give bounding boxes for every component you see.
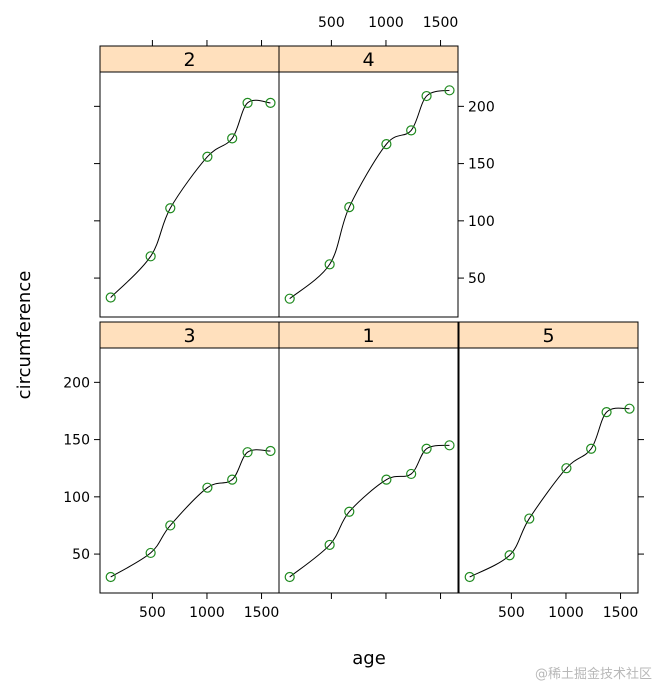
data-point — [524, 513, 535, 524]
data-point — [504, 550, 515, 561]
plot-frame-5 — [458, 347, 639, 594]
smooth-line-3 — [110, 449, 271, 578]
data-point — [444, 85, 455, 96]
y-axis-title: circumference — [14, 271, 35, 400]
strip-label-3: 3 — [183, 325, 195, 347]
data-point — [265, 445, 276, 457]
strip-2 — [99, 45, 280, 73]
data-point — [265, 97, 276, 109]
smooth-line-1 — [289, 444, 450, 578]
x-tick-label: 1500 — [603, 605, 639, 621]
data-point — [406, 125, 417, 136]
y-tick-label: 100 — [63, 490, 90, 506]
y-tick-label: 150 — [63, 433, 90, 449]
data-point — [601, 407, 612, 418]
y-tick-label: 200 — [468, 99, 495, 115]
data-point — [284, 293, 295, 304]
data-point — [145, 251, 156, 262]
strip-3 — [99, 321, 280, 349]
data-point — [242, 97, 253, 109]
y-tick-label: 200 — [63, 375, 90, 391]
smooth-line-2 — [110, 99, 271, 298]
y-tick-label: 50 — [468, 271, 486, 287]
data-point — [421, 443, 432, 454]
y-tick-label: 50 — [72, 547, 90, 563]
data-point — [464, 571, 475, 583]
x-tick-label: 1500 — [423, 15, 459, 31]
strip-label-2: 2 — [183, 49, 195, 71]
plot-frame-2 — [99, 71, 280, 318]
panel-1: 1 — [278, 321, 459, 599]
data-point — [344, 506, 355, 517]
x-tick-label: 500 — [139, 605, 166, 621]
data-point — [227, 474, 238, 485]
y-tick-label: 100 — [468, 214, 495, 230]
strip-label-4: 4 — [362, 49, 374, 71]
data-point — [324, 539, 335, 551]
data-point — [444, 440, 455, 451]
x-tick-label: 1500 — [244, 605, 280, 621]
panel-5: 5 500 1000 1500 — [458, 321, 644, 621]
panel-3: 3 500 1000 1500 50 100 150 200 — [63, 321, 280, 621]
data-point — [105, 292, 116, 303]
smooth-line-4 — [289, 89, 450, 300]
strip-5 — [458, 321, 639, 349]
x-tick-label: 1000 — [368, 15, 404, 31]
watermark-text: @稀土掘金技术社区 — [535, 666, 652, 682]
data-point — [105, 571, 116, 583]
strip-4 — [278, 45, 459, 73]
data-point — [165, 520, 176, 531]
data-point — [227, 133, 238, 144]
data-point — [624, 403, 635, 414]
data-point — [202, 151, 213, 162]
data-point — [406, 468, 417, 480]
plot-frame-4 — [278, 71, 459, 318]
data-point — [242, 447, 253, 458]
x-tick-label: 1000 — [548, 605, 584, 621]
data-point — [202, 482, 213, 493]
panel-4: 4 500 1000 1500 50 100 150 200 — [278, 15, 495, 318]
plot-frame-1 — [278, 347, 459, 594]
data-point — [284, 571, 295, 583]
strip-label-5: 5 — [542, 325, 554, 347]
data-point — [561, 463, 572, 474]
x-tick-label: 500 — [318, 15, 345, 31]
y-tick-label: 150 — [468, 157, 495, 173]
data-point — [586, 443, 597, 454]
panel-2: 2 — [94, 40, 280, 318]
data-point — [381, 474, 392, 485]
plot-frame-3 — [99, 347, 280, 594]
x-tick-label: 1000 — [189, 605, 225, 621]
data-point — [344, 201, 355, 213]
data-point — [145, 547, 156, 559]
data-point — [421, 90, 432, 102]
data-point — [324, 259, 335, 270]
smooth-line-5 — [469, 407, 630, 578]
strip-label-1: 1 — [362, 325, 374, 347]
data-point — [165, 203, 176, 214]
x-axis-title: age — [352, 648, 386, 669]
data-point — [381, 139, 392, 150]
x-tick-label: 500 — [498, 605, 525, 621]
